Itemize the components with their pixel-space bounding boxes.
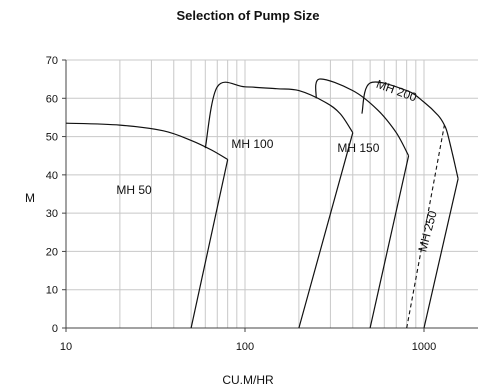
series-label: MH 250 — [415, 209, 439, 254]
series-1-boundary-line — [190, 159, 229, 329]
y-tick-label: 40 — [46, 170, 58, 182]
x-tick-label: 10 — [60, 341, 72, 353]
series-4-dashed-line — [406, 124, 445, 329]
series-2-boundary-line — [298, 132, 354, 329]
y-tick-label: 0 — [52, 323, 58, 335]
series-3-boundary-line — [369, 155, 410, 329]
x-tick-label: 1000 — [412, 341, 436, 353]
x-tick-label: 100 — [236, 341, 254, 353]
series-3-head-curve — [315, 78, 410, 156]
series-1-head-curve — [65, 122, 229, 161]
y-tick-label: 30 — [46, 208, 58, 220]
series-4-boundary-line — [423, 178, 459, 329]
series-label: MH 50 — [116, 183, 152, 197]
series-4-head-curve — [361, 81, 459, 179]
chart-title: Selection of Pump Size — [176, 8, 319, 23]
series-label: MH 150 — [337, 141, 379, 155]
pump-curves — [65, 78, 459, 329]
y-tick-label: 70 — [46, 55, 58, 67]
y-tick-label: 60 — [46, 93, 58, 105]
y-tick-label: 10 — [46, 285, 58, 297]
series-2-head-curve — [204, 81, 354, 149]
y-axis-label: M — [25, 191, 35, 205]
series-label: MH 100 — [231, 137, 273, 151]
y-tick-label: 50 — [46, 132, 58, 144]
x-axis-label: CU.M/HR — [222, 373, 274, 387]
y-tick-label: 20 — [46, 246, 58, 258]
